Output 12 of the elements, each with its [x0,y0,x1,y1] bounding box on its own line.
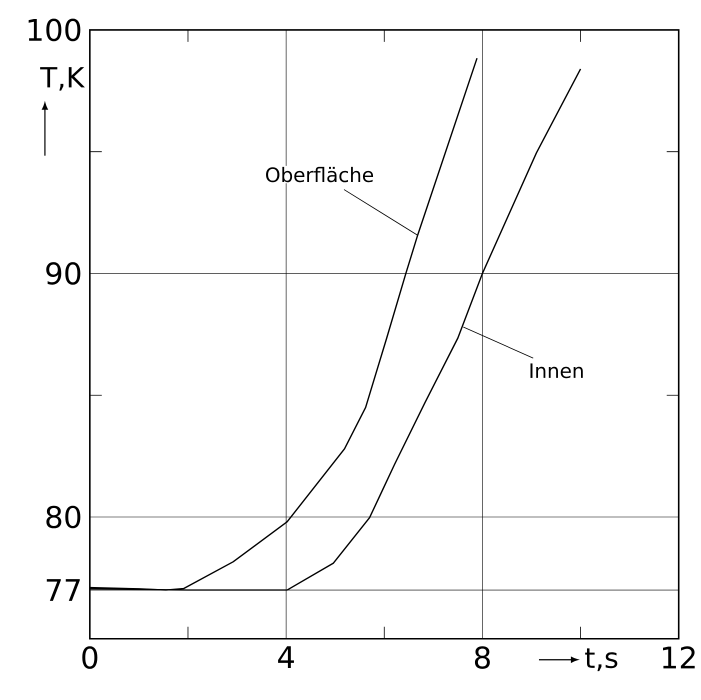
x-axis-title: t,s [585,648,618,672]
y-tick-label: 77 [46,579,80,602]
y-tick-label: 80 [46,506,80,528]
y-tick-label: 90 [46,262,80,285]
annotation: Innen [530,364,583,378]
x-tick-label: 8 [474,646,490,669]
x-tick-label: 0 [82,646,98,669]
x-tick-label: 12 [663,646,695,669]
x-tick-label: 4 [278,646,294,668]
annotation: Oberfläche [266,167,374,182]
y-tick-label: 100 [28,18,80,42]
y-axis-title: T,K [40,67,85,91]
